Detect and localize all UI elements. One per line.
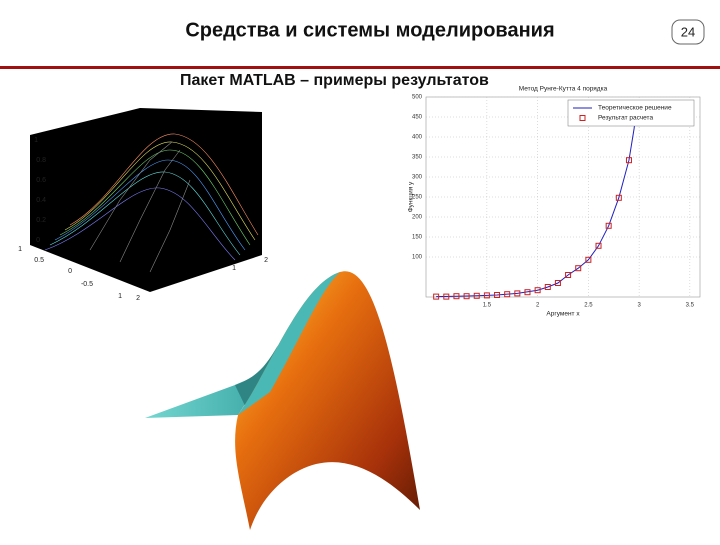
y-tick-label: 500 (412, 95, 423, 101)
data-point (494, 292, 501, 298)
logo-ridge (238, 272, 340, 415)
y-tick-label: 450 (412, 115, 423, 121)
surface-tick-label: 1 (232, 265, 236, 272)
data-point (524, 289, 531, 296)
data-point (473, 292, 480, 299)
y-tick-label: 100 (412, 255, 423, 261)
slide-title: Средства и системы моделирования (185, 19, 554, 41)
surface-tick-label: 0.2 (36, 217, 46, 224)
data-point (514, 290, 521, 297)
data-point (453, 293, 460, 300)
data-point (554, 280, 561, 286)
x-tick-label: 2 (536, 303, 540, 309)
chart-title: Метод Рунге-Кутта 4 порядка (519, 86, 608, 93)
plot-area (425, 96, 701, 298)
surface-tick-label: 2 (136, 295, 140, 302)
legend-label: Результат расчета (598, 115, 653, 122)
data-point (463, 293, 470, 300)
logo-peak (235, 271, 420, 530)
y-tick-label: 350 (412, 155, 423, 161)
surface-background (30, 108, 262, 292)
logo-shadow (235, 345, 278, 412)
surface-tick-label: 1 (118, 293, 122, 300)
data-point (443, 293, 450, 300)
divider (0, 66, 720, 69)
surface-tick-label: 2 (264, 257, 268, 264)
data-point (504, 291, 511, 298)
data-point (605, 222, 612, 229)
logo-wing (145, 362, 272, 418)
y-tick-label: 300 (412, 175, 423, 181)
data-point (585, 256, 592, 263)
x-tick-label: 1.5 (483, 303, 492, 309)
surface-tick-label: 0.8 (36, 157, 46, 164)
y-tick-label: 400 (412, 135, 423, 141)
data-point (565, 272, 572, 278)
page-number-box (671, 19, 705, 45)
data-point (433, 293, 440, 300)
surface-tick-label: 0.6 (36, 177, 46, 184)
legend-box (567, 99, 695, 127)
y-tick-label: 250 (412, 195, 423, 201)
surface-tick-label: 1 (18, 246, 22, 253)
surface-plot: 1 0.8 0.6 0.4 0.2 0 1 0.5 0 -0.5 1 2 1 2 (18, 108, 268, 302)
data-point (534, 287, 541, 294)
y-axis-label: Функция y (408, 181, 415, 212)
x-tick-label: 2.5 (584, 303, 593, 309)
y-tick-label: 200 (412, 215, 423, 221)
data-line (436, 104, 638, 298)
legend-marker (579, 115, 586, 121)
y-tick-label: 150 (412, 235, 423, 241)
x-tick-label: 3.5 (686, 303, 695, 309)
surface-mesh (44, 133, 259, 273)
page-number: 24 (681, 24, 695, 39)
surface-tick-label: -0.5 (81, 281, 93, 288)
subtitle: Пакет MATLAB – примеры результатов (180, 72, 489, 89)
data-point (575, 265, 582, 272)
data-point (615, 194, 622, 201)
x-tick-label: 3 (637, 303, 641, 309)
data-point (595, 242, 602, 249)
data-point (483, 292, 490, 299)
surface-tick-label: 0.4 (36, 197, 46, 204)
x-axis-label: Аргумент x (546, 311, 580, 318)
data-point (544, 284, 551, 290)
matlab-logo (145, 271, 420, 530)
surface-tick-label: 0 (36, 237, 40, 244)
surface-tick-label: 1 (34, 137, 38, 144)
legend-label: Теоретическое решение (598, 105, 672, 112)
surface-tick-label: 0.5 (34, 257, 44, 264)
data-point (625, 157, 632, 164)
rk-chart: 100 150 200 250 300 350 400 450 500 1.5 2 2.5 3 3.5 Ме… (408, 86, 701, 318)
surface-tick-label: 0 (68, 268, 72, 275)
